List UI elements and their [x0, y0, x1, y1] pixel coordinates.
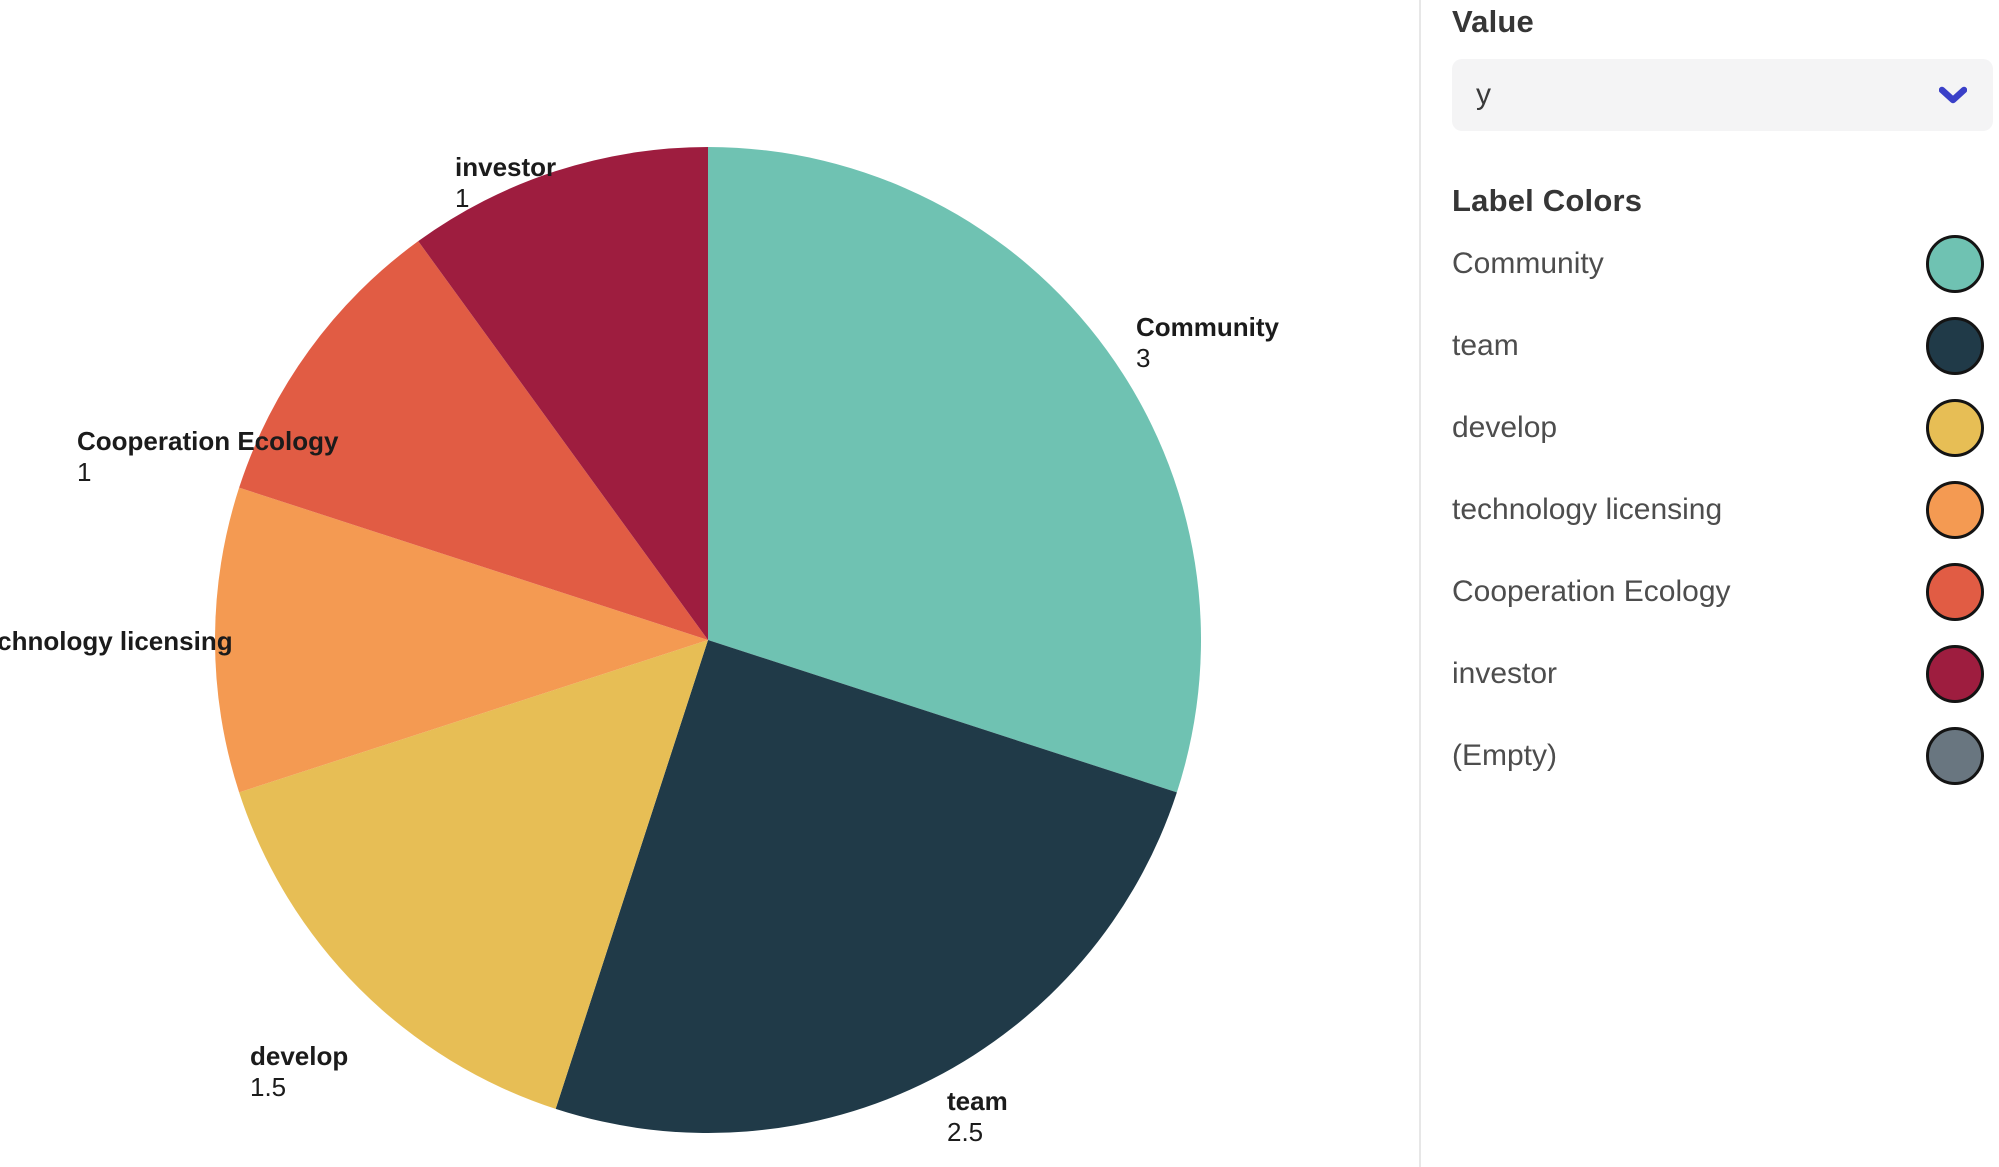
label-color-name: team: [1452, 329, 1519, 362]
pie-slice-community[interactable]: [708, 147, 1201, 793]
color-swatch-team[interactable]: [1926, 317, 1984, 375]
pie-label-value: 2.5: [947, 1117, 984, 1147]
value-dropdown-selected: y: [1476, 78, 1491, 111]
pie-label-community: Community 3: [1136, 312, 1279, 374]
chevron-down-icon: [1939, 86, 1967, 104]
color-swatch-investor[interactable]: [1926, 645, 1984, 703]
label-colors-heading: Label Colors: [1452, 183, 1643, 218]
pie-slice-team[interactable]: [555, 640, 1177, 1133]
pie-chart[interactable]: [215, 147, 1201, 1133]
pie-label-value: 1: [0, 657, 233, 688]
label-color-row-investor: investor: [1452, 633, 1993, 715]
pie-label-name: team: [947, 1086, 1008, 1116]
pie-slice-investor[interactable]: [418, 147, 708, 640]
pie-label-cooperation-ecology: Cooperation Ecology 1: [77, 426, 338, 488]
pie-label-value: 1: [77, 457, 92, 487]
pie-label-team: team 2.5: [947, 1086, 1008, 1148]
pie-label-value: 1: [455, 183, 470, 213]
pie-label-name: technology licensing: [0, 626, 233, 656]
label-color-name: technology licensing: [1452, 493, 1723, 526]
pie-label-name: investor: [455, 152, 557, 182]
label-color-row-team: team: [1452, 305, 1993, 387]
label-colors-list: Community team develop technology licens…: [1452, 223, 1993, 797]
pie-slice-cooperation-ecology[interactable]: [239, 241, 708, 640]
color-swatch-technology-licensing[interactable]: [1926, 481, 1984, 539]
pie-label-technology-licensing: technology licensing 1: [0, 626, 233, 688]
pie-label-develop: develop 1.5: [250, 1041, 348, 1103]
color-swatch-community[interactable]: [1926, 235, 1984, 293]
label-color-name: develop: [1452, 411, 1558, 444]
label-color-name: (Empty): [1452, 739, 1557, 772]
pie-label-name: Community: [1136, 312, 1279, 342]
color-swatch-cooperation-ecology[interactable]: [1926, 563, 1984, 621]
value-dropdown[interactable]: y: [1452, 59, 1993, 131]
pie-label-name: develop: [250, 1041, 349, 1071]
label-color-row-cooperation-ecology: Cooperation Ecology: [1452, 551, 1993, 633]
label-color-row-develop: develop: [1452, 387, 1993, 469]
pie-slice-develop[interactable]: [239, 640, 708, 1109]
value-section-heading: Value: [1452, 4, 1534, 39]
label-color-name: Community: [1452, 247, 1604, 280]
color-swatch-empty[interactable]: [1926, 727, 1984, 785]
pie-label-investor: investor 1: [455, 152, 556, 214]
label-color-name: Cooperation Ecology: [1452, 575, 1731, 608]
pie-slice-technology-licensing[interactable]: [215, 487, 708, 793]
pie-label-value: 1.5: [250, 1072, 287, 1102]
label-color-name: investor: [1452, 657, 1558, 690]
pie-chart-area: Community 3 team 2.5 develop 1.5 technol…: [0, 147, 1279, 1148]
settings-panel: Value y Label Colors Community team deve…: [1419, 0, 1999, 1167]
label-color-row-community: Community: [1452, 223, 1993, 305]
label-color-row-technology-licensing: technology licensing: [1452, 469, 1993, 551]
pie-label-value: 3: [1136, 343, 1151, 373]
color-swatch-develop[interactable]: [1926, 399, 1984, 457]
pie-label-name: Cooperation Ecology: [77, 426, 339, 456]
label-color-row-empty: (Empty): [1452, 715, 1993, 797]
